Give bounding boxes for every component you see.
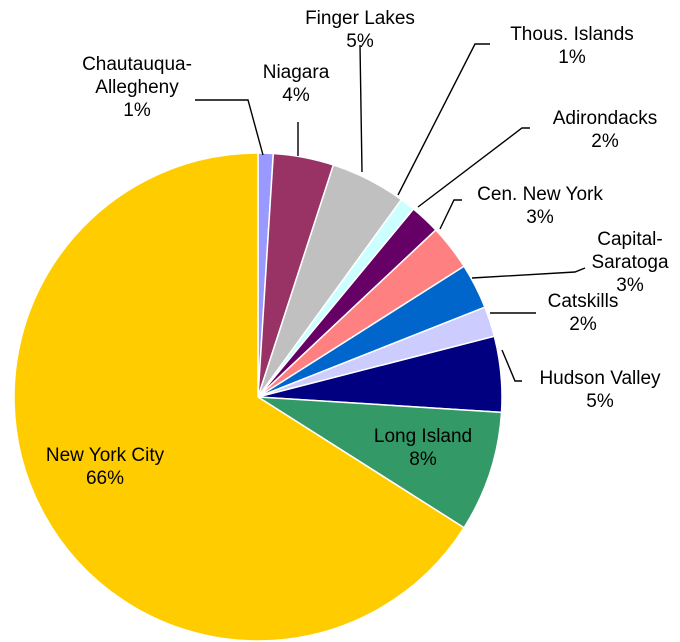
slice-label-new-york-city: New York City 66% [46,445,165,489]
slice-label-chautauqua-allegheny: Chautauqua-Allegheny 1% [82,54,192,121]
slice-label-adirondacks: Adirondacks 2% [553,108,658,152]
slice-label-hudson-valley: Hudson Valley 5% [539,368,661,412]
slice-label-catskills: Catskills 2% [548,291,619,335]
slice-label-long-island: Long Island 8% [374,426,472,470]
slice-long-island [257,396,503,529]
slice-label-finger-lakes: Finger Lakes 5% [305,8,415,52]
leader-line-cen-new-york [439,199,462,230]
leader-line-adirondacks [417,127,530,208]
slice-new-york-city [13,152,466,642]
slice-label-niagara: Niagara 4% [263,62,330,106]
leader-line-thous-islands [397,43,490,196]
leader-lines [195,43,586,382]
slice-labels: Chautauqua-Allegheny 1% Niagara 4% Finger La… [46,8,669,489]
leader-line-chautauqua-allegheny [195,99,264,156]
leader-line-finger-lakes [359,44,363,173]
slice-label-thous-islands: Thous. Islands 1% [510,24,634,68]
pie-slices [13,152,503,642]
slice-label-capital-saratoga: Capital-Saratoga 3% [591,229,669,296]
leader-line-hudson-valley [501,349,522,382]
leader-line-capital-saratoga [471,267,586,279]
slice-label-cen-new-york: Cen. New York 3% [477,184,603,228]
